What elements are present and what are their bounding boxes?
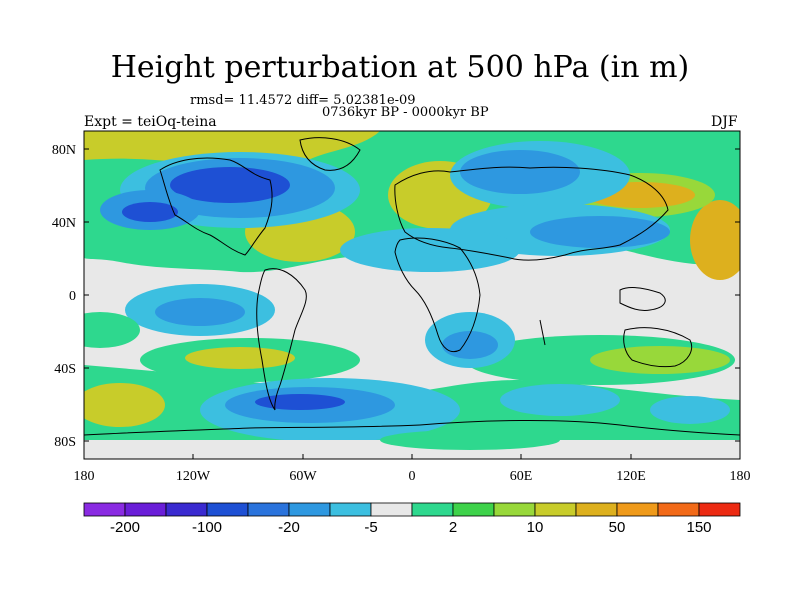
colorbar-box-1 xyxy=(124,502,167,517)
contour-yellow-southern-pacific xyxy=(84,383,165,427)
contour-green-antarctic xyxy=(380,430,560,450)
contour-yellow-south-pacific xyxy=(185,347,295,369)
coastlines xyxy=(84,137,740,436)
lat-label-40n: 40N xyxy=(52,216,76,231)
colorbar-box-5 xyxy=(288,502,331,517)
colorbar-box-14 xyxy=(657,502,700,517)
lon-label-0: 0 xyxy=(409,469,416,484)
contour-blue-south-pacific xyxy=(155,298,245,326)
lon-label-60w: 60W xyxy=(289,469,317,484)
colorbar-label-6: 50 xyxy=(609,519,626,536)
longitude-axis: 180 120W 60W 0 60E 120E 180 xyxy=(74,454,751,484)
season-label: DJF xyxy=(711,114,738,130)
lon-label-60e: 60E xyxy=(510,469,533,484)
contour-darkblue-southern-ocean xyxy=(255,394,345,410)
colorbar-label-0: -200 xyxy=(110,519,140,536)
contour-blue-eurasia xyxy=(460,150,580,194)
colorbar-label-4: 2 xyxy=(449,519,457,536)
colorbar-box-11 xyxy=(534,502,577,517)
colorbar-label-5: 10 xyxy=(527,519,544,536)
contour-blue-asia-south xyxy=(530,216,670,248)
colorbar-box-8 xyxy=(411,502,454,517)
colorbar-box-12 xyxy=(575,502,618,517)
colorbar-box-2 xyxy=(165,502,208,517)
colorbar-box-15 xyxy=(698,502,741,517)
colorbar-box-4 xyxy=(247,502,290,517)
period-text: 0736kyr BP - 0000kyr BP xyxy=(322,105,489,120)
lat-label-80s: 80S xyxy=(54,435,76,450)
experiment-label: Expt = teiOq-teina xyxy=(84,114,217,130)
lon-label-180w: 180 xyxy=(74,469,95,484)
lon-label-180e: 180 xyxy=(730,469,751,484)
colorbar-box-0 xyxy=(83,502,126,517)
colorbar-box-13 xyxy=(616,502,659,517)
colorbar-box-7 xyxy=(370,502,413,517)
colorbar-box-6 xyxy=(329,502,372,517)
plot-title: Height perturbation at 500 hPa (in m) xyxy=(110,50,690,85)
contour-cyan-atlantic-mid xyxy=(340,228,520,272)
contour-neutral-antarctica xyxy=(84,440,740,459)
lon-label-120w: 120W xyxy=(176,469,211,484)
colorbar-label-1: -100 xyxy=(192,519,222,536)
lon-label-120e: 120E xyxy=(616,469,646,484)
colorbar-label-3: -5 xyxy=(364,519,377,536)
lat-label-40s: 40S xyxy=(54,362,76,377)
colorbar: -200 -100 -20 -5 2 10 50 150 xyxy=(83,502,741,536)
contour-green-west-pacific xyxy=(84,312,140,348)
lat-label-80n: 80N xyxy=(52,143,76,158)
colorbar-label-2: -20 xyxy=(278,519,300,536)
stats-text: rmsd= 11.4572 diff= 5.02381e-09 xyxy=(190,93,416,108)
latitude-axis: 80N 40N 0 40S 80S xyxy=(52,143,740,450)
contour-cyan-south-pacific-east xyxy=(650,396,730,424)
contour-darkblue-pacific-west xyxy=(122,202,178,222)
contour-cyan-south-indian xyxy=(500,384,620,416)
colorbar-box-9 xyxy=(452,502,495,517)
lat-label-equator: 0 xyxy=(69,289,76,304)
contour-light-green-indian xyxy=(590,346,730,374)
contour-field xyxy=(84,131,740,459)
colorbar-box-10 xyxy=(493,502,536,517)
contour-orange-pacific xyxy=(690,200,740,280)
colorbar-label-7: 150 xyxy=(686,519,711,536)
contour-blue-southern-africa xyxy=(442,331,498,359)
colorbar-box-3 xyxy=(206,502,249,517)
